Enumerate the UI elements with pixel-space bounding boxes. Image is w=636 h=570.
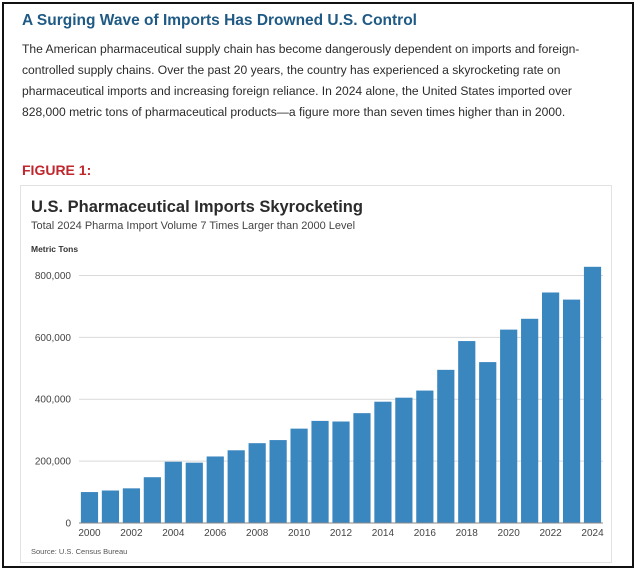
bar-2011 (311, 420, 329, 523)
chart-title: U.S. Pharmaceutical Imports Skyrocketing (31, 198, 363, 216)
bar-2014 (374, 401, 392, 523)
x-tick-label: 2008 (246, 528, 269, 539)
x-tick-label: 2002 (120, 528, 143, 539)
bar-2001 (101, 490, 120, 523)
x-tick-label: 2024 (581, 528, 604, 539)
x-tick-label: 2006 (204, 528, 227, 539)
bar-2007 (227, 450, 245, 523)
bar-2019 (479, 362, 497, 523)
bar-2009 (269, 440, 287, 523)
bar-2013 (353, 413, 371, 523)
bar-chart: 0 200,000 400,000 600,000 800,000 2000 2002 200… (35, 266, 604, 539)
chart-card: 0 200,000 400,000 600,000 800,000 2000 2002 200… (20, 185, 612, 563)
bar-2015 (395, 397, 413, 523)
bar-2004 (164, 461, 182, 523)
bar-2010 (290, 428, 308, 523)
bar-2008 (248, 443, 266, 523)
chart-source: Source: U.S. Census Bureau (31, 547, 128, 556)
bar-2024 (583, 266, 602, 523)
x-tick-label: 2020 (498, 528, 521, 539)
x-tick-label: 2014 (372, 528, 395, 539)
bar-2005 (185, 462, 203, 523)
bar-2012 (332, 421, 350, 523)
x-tick-label: 2018 (456, 528, 479, 539)
x-tick-label: 2000 (78, 528, 101, 539)
bar-2021 (521, 318, 539, 523)
y-tick-label: 600,000 (35, 333, 72, 344)
x-tick-label: 2010 (288, 528, 311, 539)
x-tick-label: 2022 (539, 528, 562, 539)
bar-2003 (143, 477, 161, 523)
bar-2006 (206, 456, 224, 523)
article-headline: A Surging Wave of Imports Has Drowned U.… (22, 12, 417, 29)
y-axis-label: Metric Tons (31, 244, 79, 254)
bar-2022 (542, 292, 560, 523)
x-tick-label: 2016 (414, 528, 437, 539)
y-tick-label: 0 (65, 519, 71, 530)
bar-2017 (437, 369, 455, 523)
figure-label: FIGURE 1: (22, 162, 92, 178)
bar-2000 (80, 492, 99, 523)
y-tick-label: 400,000 (35, 395, 72, 406)
y-tick-label: 800,000 (35, 271, 72, 282)
bar-2018 (458, 341, 476, 523)
article-intro: The American pharmaceutical supply chain… (22, 42, 580, 119)
chart-subtitle: Total 2024 Pharma Import Volume 7 Times … (31, 220, 356, 232)
bar-2020 (500, 329, 518, 523)
bar-2016 (416, 390, 434, 523)
y-tick-label: 200,000 (35, 457, 72, 468)
bar-2023 (562, 299, 581, 523)
bar-2002 (122, 488, 140, 523)
x-tick-label: 2004 (162, 528, 185, 539)
x-tick-label: 2012 (330, 528, 353, 539)
